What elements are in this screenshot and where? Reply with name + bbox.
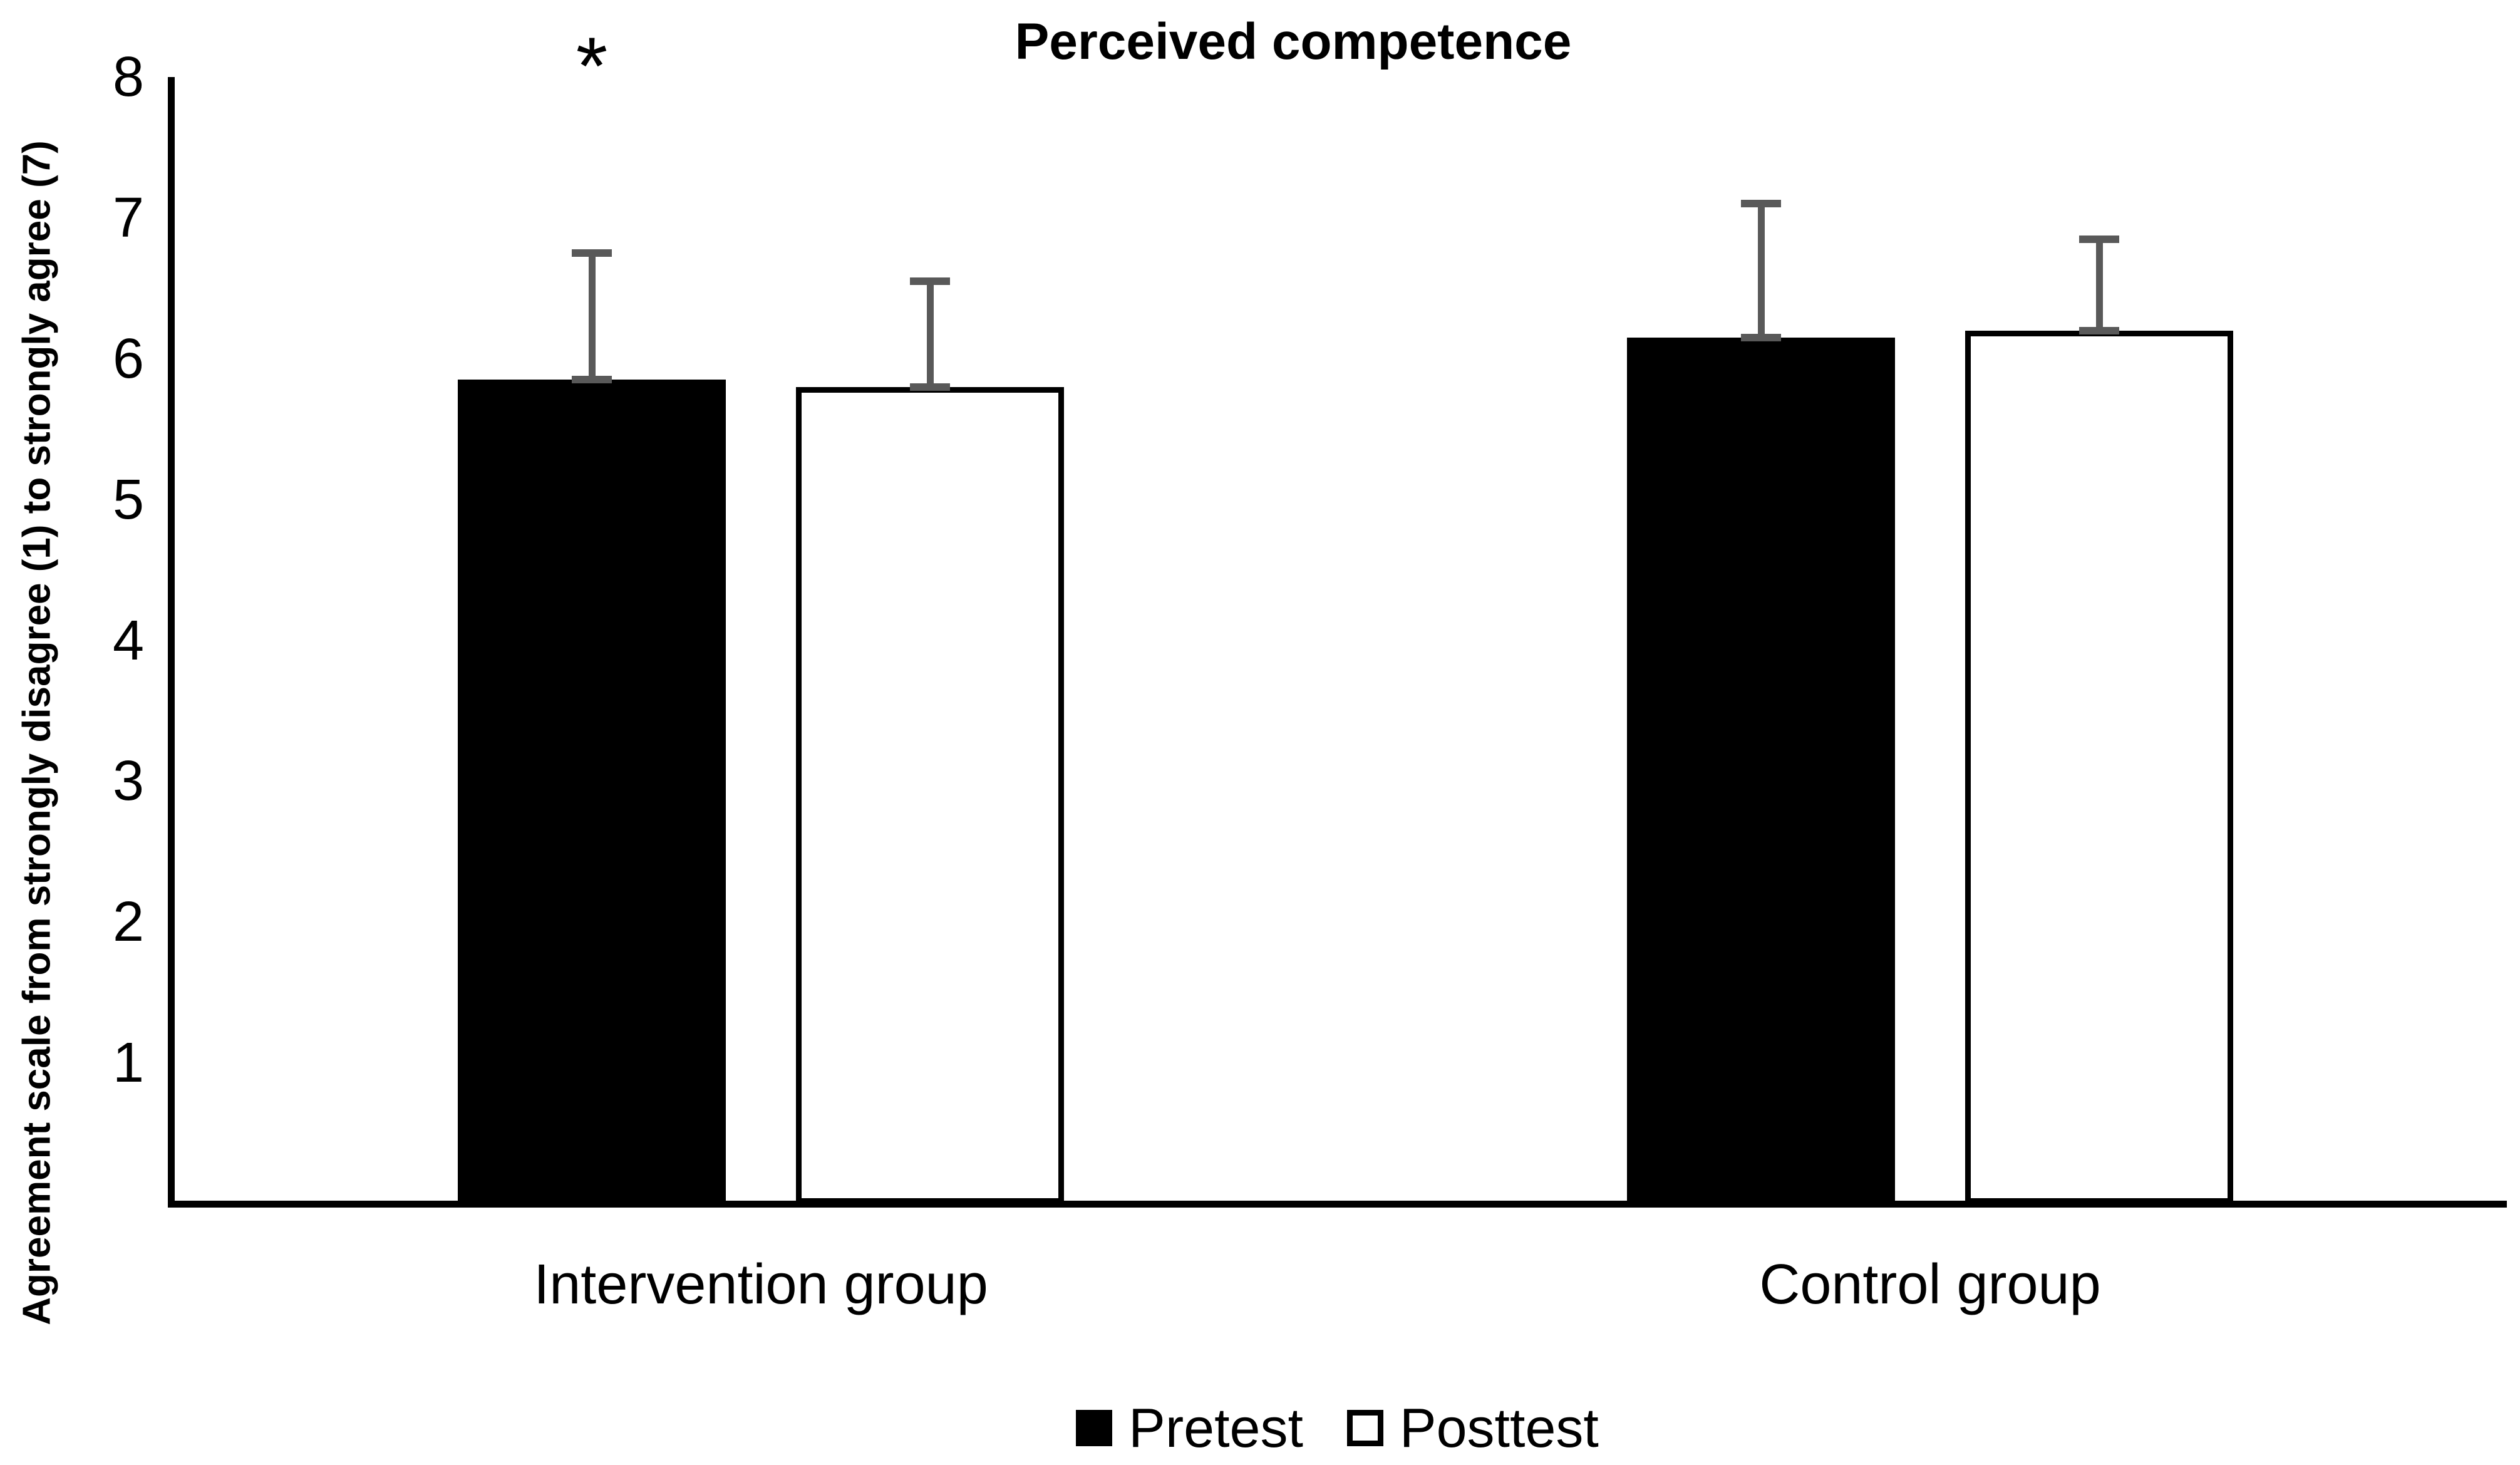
y-tick-label: 2 — [112, 891, 144, 953]
legend: Pretest Posttest — [168, 1397, 2507, 1459]
bar-pretest-control — [1627, 338, 1895, 1204]
error-bar-pretest-control-bottom-cap — [1741, 334, 1781, 341]
error-bar-posttest-intervention-top-cap — [910, 277, 950, 285]
y-tick-label: 7 — [112, 187, 144, 249]
y-tick-label: 1 — [112, 1032, 144, 1094]
bar-pretest-intervention — [458, 380, 726, 1204]
legend-label-posttest: Posttest — [1399, 1397, 1599, 1459]
error-bar-posttest-control-line — [2095, 239, 2103, 331]
legend-item-posttest: Posttest — [1346, 1397, 1599, 1459]
error-bar-pretest-intervention-bottom-cap — [572, 376, 612, 383]
error-bar-posttest-intervention-line — [926, 281, 934, 387]
bar-posttest-intervention — [796, 387, 1064, 1204]
y-tick-label: 8 — [112, 46, 144, 108]
pretest-swatch-icon — [1076, 1410, 1113, 1446]
y-tick-label: 5 — [112, 468, 144, 531]
error-bar-pretest-intervention-line — [588, 253, 596, 380]
significance-asterisk: * — [576, 20, 608, 111]
category-label-intervention: Intervention group — [534, 1253, 988, 1316]
error-bar-pretest-control-top-cap — [1741, 200, 1781, 207]
error-bar-posttest-control-bottom-cap — [2079, 327, 2119, 334]
y-axis-line — [168, 77, 175, 1208]
y-tick-label: 3 — [112, 750, 144, 812]
error-bar-posttest-intervention-bottom-cap — [910, 383, 950, 391]
y-tick-label: 4 — [112, 609, 144, 672]
bar-posttest-control — [1965, 331, 2233, 1204]
y-tick-label: 6 — [112, 328, 144, 390]
error-bar-posttest-control-top-cap — [2079, 236, 2119, 243]
chart-title: Perceived competence — [1015, 13, 1572, 70]
posttest-swatch-icon — [1346, 1410, 1383, 1446]
error-bar-pretest-control-line — [1757, 204, 1765, 338]
legend-label-pretest: Pretest — [1128, 1397, 1303, 1459]
x-axis-line — [168, 1201, 2507, 1208]
category-label-control: Control group — [1759, 1253, 2101, 1316]
error-bar-pretest-intervention-top-cap — [572, 249, 612, 257]
legend-item-pretest: Pretest — [1076, 1400, 1303, 1456]
